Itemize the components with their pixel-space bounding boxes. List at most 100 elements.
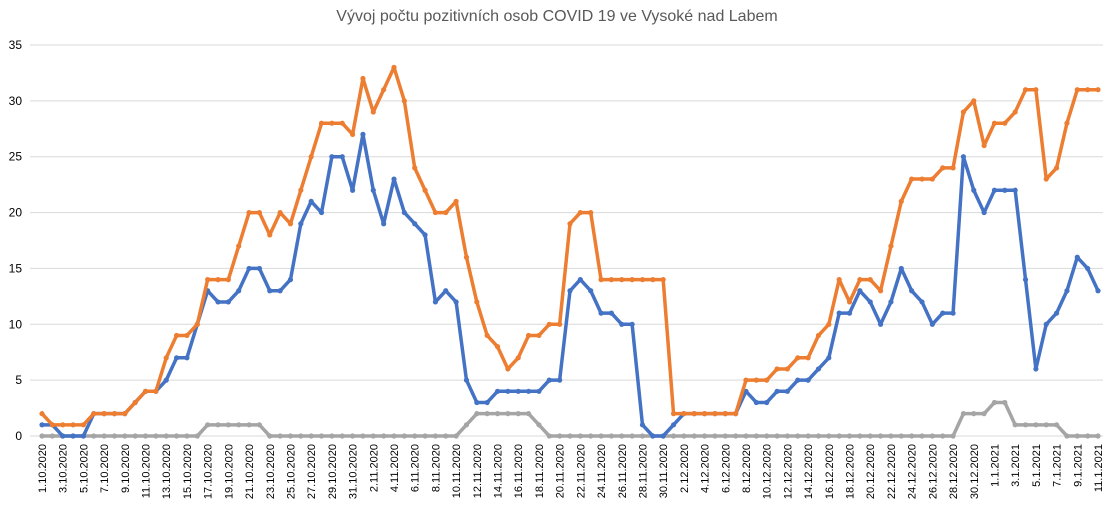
data-point — [453, 299, 459, 305]
data-point — [909, 288, 915, 294]
data-point — [505, 366, 511, 372]
data-point — [753, 377, 759, 383]
data-point — [846, 310, 853, 316]
data-point — [391, 433, 397, 439]
data-point — [215, 422, 221, 428]
data-point — [1033, 366, 1039, 372]
data-point — [940, 310, 946, 316]
data-point — [1043, 176, 1049, 182]
data-point — [70, 422, 76, 428]
data-point — [784, 388, 791, 394]
data-point — [867, 433, 873, 439]
x-tick-label: 23.10.2020 — [265, 444, 277, 499]
data-point — [815, 332, 822, 339]
data-point — [1074, 433, 1080, 439]
data-point — [670, 433, 677, 439]
x-tick-label: 26.11.2020 — [617, 444, 629, 498]
data-point — [608, 310, 615, 316]
x-tick-label: 28.12.2020 — [948, 444, 960, 499]
x-axis-ticks: 1.10.2020 3.10.2020 5.10.2020 7.10.2020 9.10… — [37, 444, 1105, 499]
data-point — [318, 433, 325, 439]
x-tick-label: 3.10.2020 — [58, 444, 70, 493]
data-point — [267, 433, 273, 439]
data-point — [795, 433, 801, 439]
x-tick-label: 29.10.2020 — [327, 444, 339, 499]
data-point — [857, 277, 863, 283]
data-point — [1012, 187, 1018, 193]
data-point — [546, 377, 552, 383]
data-point — [101, 411, 107, 417]
data-point — [256, 422, 263, 428]
data-point — [515, 355, 521, 361]
y-tick-label: 5 — [15, 373, 22, 387]
data-point — [318, 120, 325, 126]
x-tick-label: 1.1.2021 — [989, 444, 1001, 487]
data-point — [173, 433, 180, 439]
data-point — [236, 243, 242, 249]
data-point — [1022, 87, 1029, 93]
data-point — [971, 411, 977, 417]
data-point — [629, 321, 635, 327]
x-tick-label: 22.12.2020 — [886, 444, 898, 499]
data-point — [557, 321, 563, 327]
data-point — [246, 265, 252, 272]
data-point — [308, 198, 314, 204]
data-point — [877, 321, 884, 327]
data-point — [484, 399, 490, 406]
data-point — [443, 288, 449, 294]
data-point — [349, 187, 356, 193]
x-tick-label: 2.12.2020 — [679, 444, 691, 493]
x-tick-label: 16.12.2020 — [824, 444, 836, 499]
data-point — [153, 388, 159, 394]
data-point — [225, 277, 231, 283]
data-point — [826, 321, 832, 327]
data-point — [1085, 87, 1091, 93]
data-point — [826, 433, 832, 439]
data-point — [484, 332, 490, 339]
data-point — [339, 433, 345, 439]
data-point — [111, 433, 118, 439]
data-point — [784, 433, 791, 439]
data-point — [525, 388, 532, 394]
data-point — [163, 433, 169, 439]
data-point — [774, 366, 780, 372]
data-point — [691, 433, 697, 439]
data-point — [536, 388, 542, 394]
x-tick-label: 8.11.2020 — [430, 444, 442, 492]
data-point — [919, 176, 925, 182]
gridlines — [30, 44, 1103, 437]
data-point — [1085, 433, 1091, 439]
data-point — [950, 310, 956, 316]
data-point — [764, 433, 770, 439]
data-point — [101, 433, 107, 439]
data-point — [370, 433, 376, 439]
x-tick-label: 16.11.2020 — [513, 444, 525, 498]
y-tick-label: 10 — [9, 317, 23, 331]
data-point — [184, 355, 190, 361]
data-point — [629, 433, 635, 439]
data-point — [836, 433, 842, 439]
data-point — [349, 131, 356, 137]
data-point — [826, 355, 832, 361]
data-point — [722, 411, 728, 417]
data-point — [898, 198, 904, 204]
data-point — [805, 355, 811, 361]
data-point — [639, 433, 646, 439]
data-point — [349, 433, 356, 439]
data-point — [981, 411, 987, 417]
data-point — [246, 422, 252, 428]
x-tick-label: 25.10.2020 — [285, 444, 297, 499]
series-line-2 — [40, 400, 1100, 438]
data-point — [205, 422, 211, 428]
data-point — [298, 187, 304, 193]
data-point — [1064, 120, 1070, 126]
y-tick-label: 0 — [15, 429, 22, 443]
data-point — [225, 422, 231, 428]
data-point — [805, 377, 811, 383]
data-point — [505, 411, 511, 417]
data-point — [329, 120, 335, 126]
data-point — [494, 388, 501, 394]
series-line-1 — [40, 65, 1100, 427]
data-point — [267, 232, 273, 238]
x-tick-label: 15.10.2020 — [182, 444, 194, 499]
